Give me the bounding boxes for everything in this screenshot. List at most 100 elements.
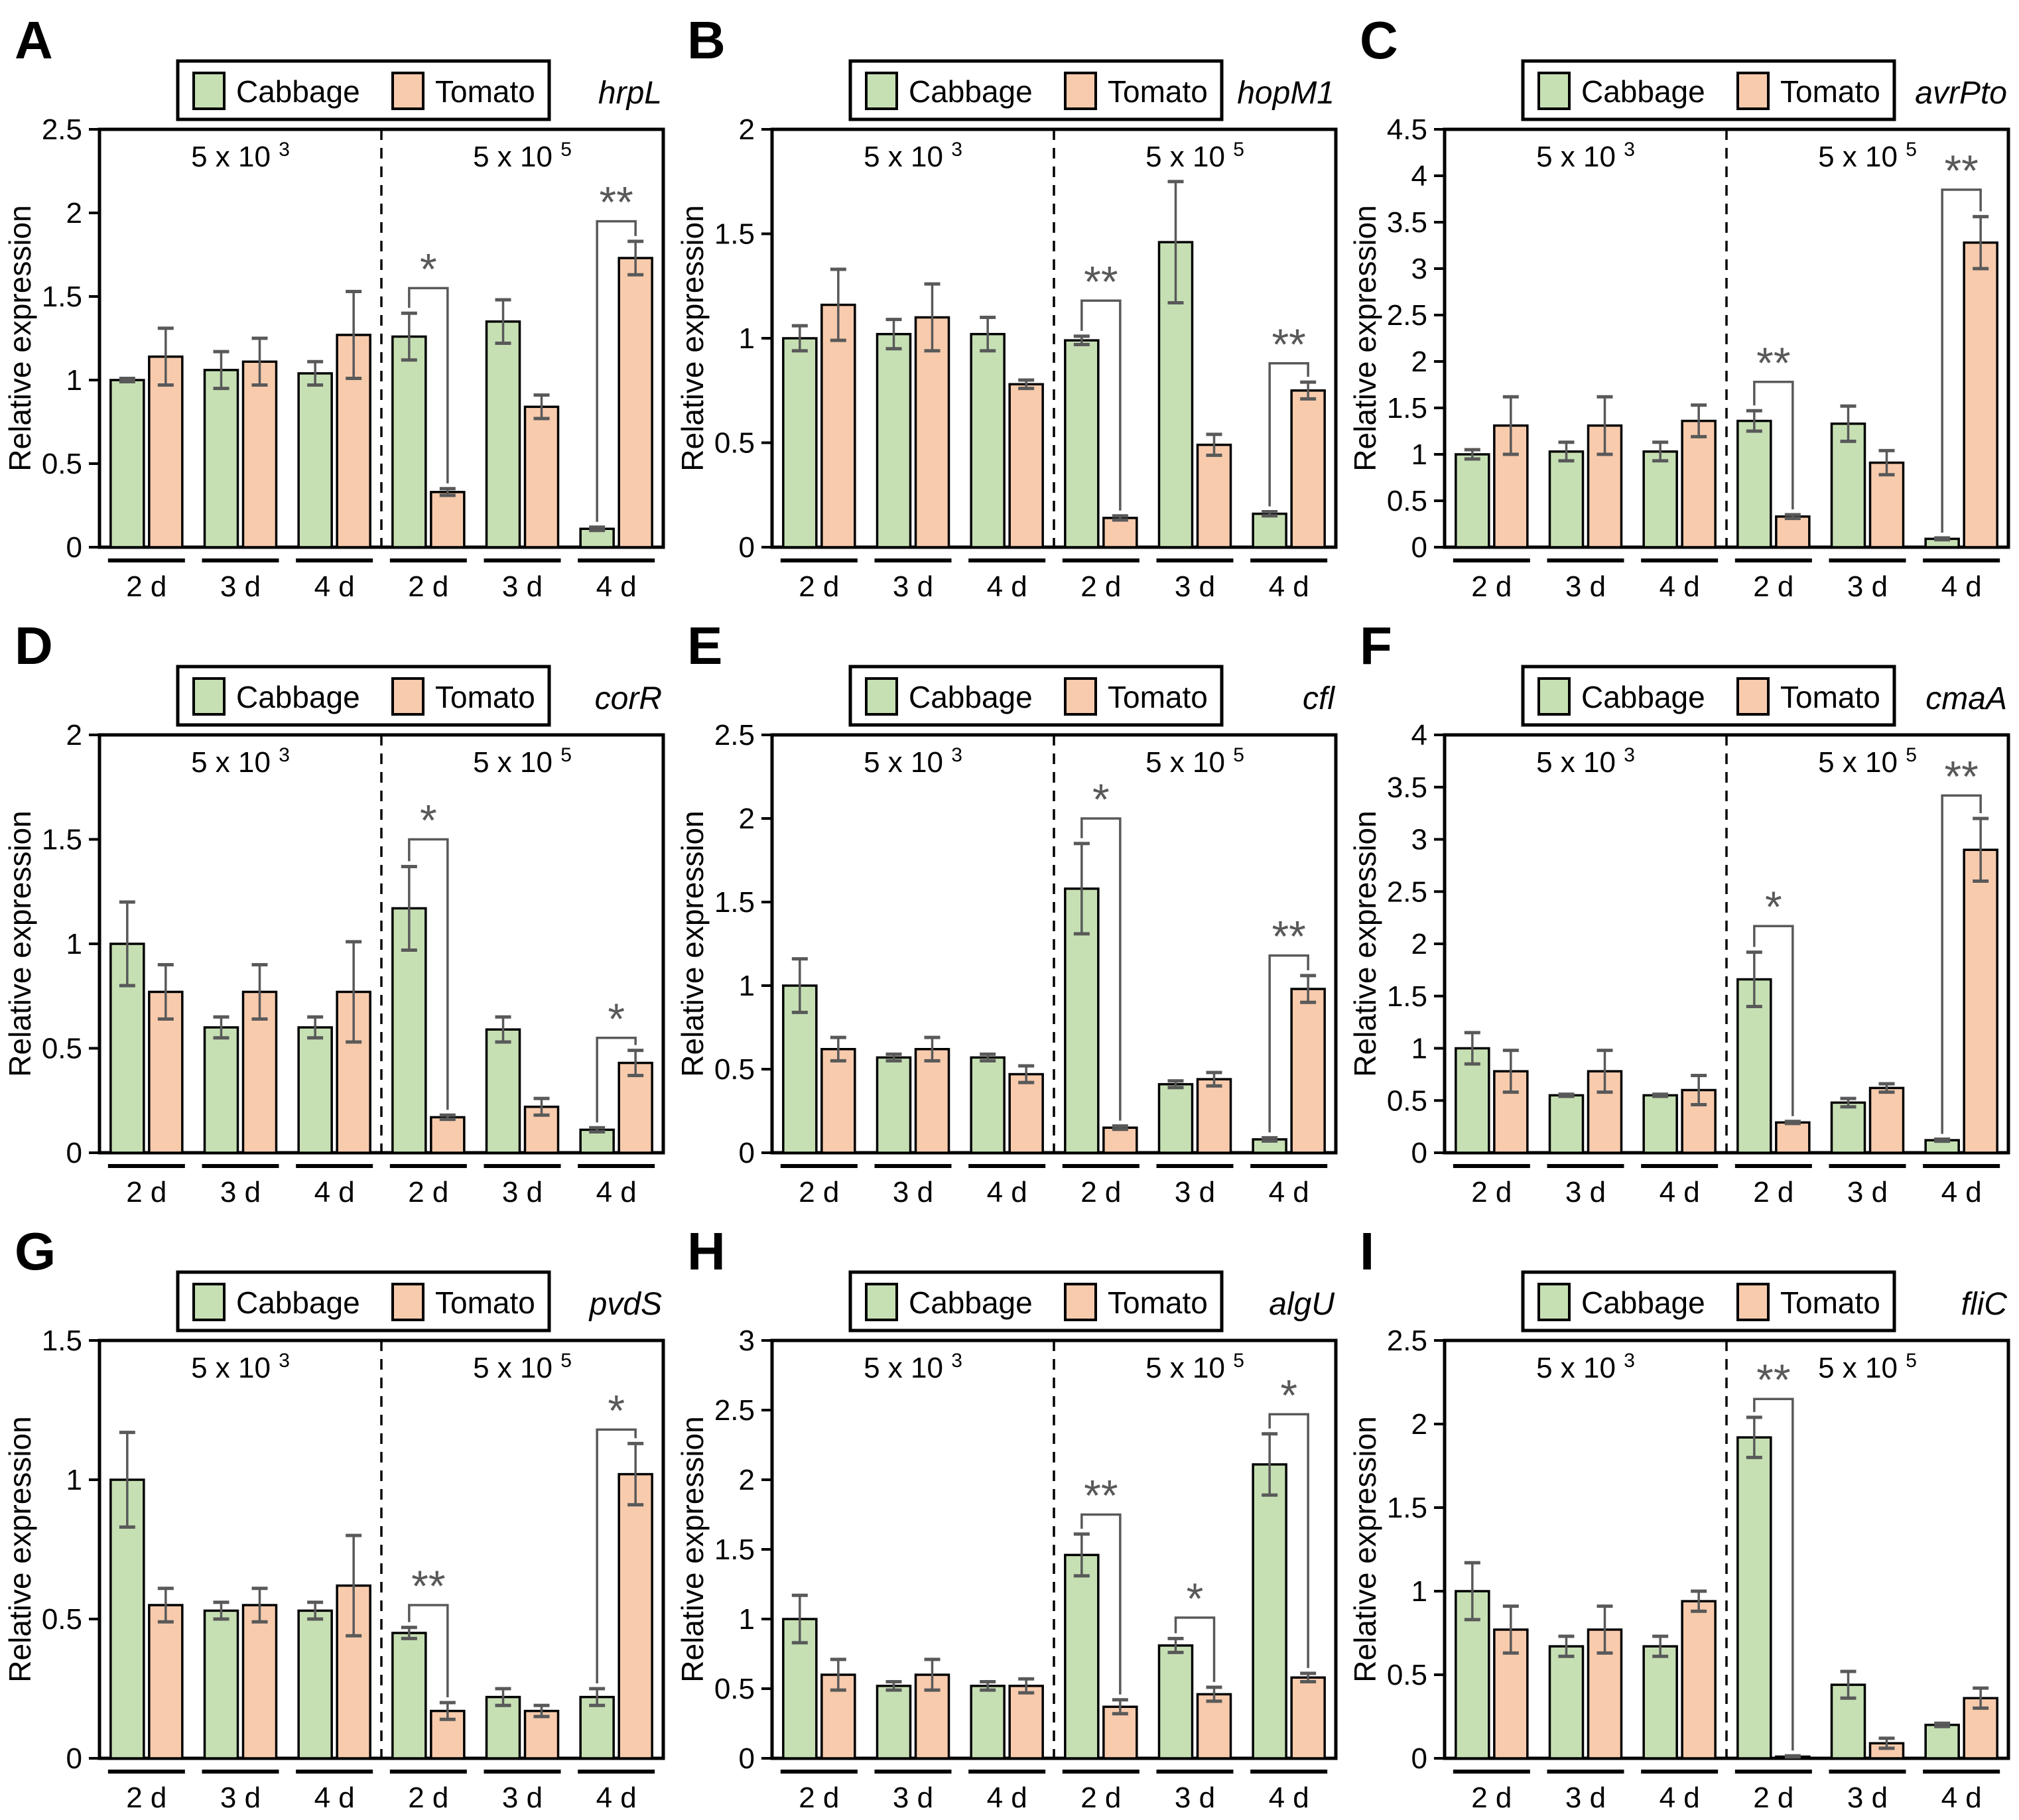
bar-cabbage-4d [970, 332, 1006, 549]
condition-label: 5 x 10 5 [473, 139, 572, 173]
y-tick-label: 1.5 [42, 824, 82, 856]
y-tick-label: 2.5 [1387, 299, 1427, 332]
legend-label-tomato: Tomato [1108, 74, 1208, 109]
bar-tomato-2d [430, 1116, 466, 1154]
panel-B: B Cabbage Tomato hopM1 Relative expression 0 0… [673, 0, 1345, 606]
panel-B-chart: B Cabbage Tomato hopM1 Relative expression 0 0… [675, 11, 1338, 603]
significance-stars: * [420, 244, 437, 293]
y-tick-label: 1.5 [42, 1325, 82, 1357]
significance-bracket [1174, 1616, 1216, 1682]
y-tick-label: 1 [1411, 1033, 1427, 1065]
bar-cabbage-3d [1157, 1082, 1194, 1154]
significance-stars: ** [1756, 1355, 1790, 1404]
y-tick-label: 0.5 [42, 1603, 82, 1636]
bar-cabbage-3d [1830, 1101, 1866, 1154]
bar-tomato-3d [1196, 443, 1232, 549]
legend-label-cabbage: Cabbage [1581, 680, 1705, 714]
legend-box [1521, 59, 1896, 121]
gene-label: pvdS [588, 1287, 662, 1322]
y-tick-label: 0 [739, 531, 755, 564]
y-tick-label: 3.5 [1387, 206, 1427, 239]
bar-tomato-4d [1681, 1088, 1717, 1154]
x-tick-label: 3 d [1847, 570, 1888, 603]
x-tick-label: 4 d [596, 1176, 637, 1208]
x-tick-label: 2 d [1080, 1176, 1121, 1208]
significance-bracket [1268, 1413, 1309, 1668]
significance-stars: ** [1084, 257, 1118, 306]
panel-C: C Cabbage Tomato avrPto Relative expression 0… [1345, 0, 2018, 606]
y-tick-label: 2 [66, 719, 82, 751]
condition-label: 5 x 10 5 [1145, 744, 1244, 779]
panel-letter: F [1360, 616, 1392, 675]
x-tick-label: 2 d [408, 570, 448, 603]
x-tick-label: 2 d [1080, 1782, 1121, 1814]
significance-stars: ** [411, 1561, 445, 1610]
y-axis-title: Relative expression [1348, 1416, 1382, 1682]
legend-swatch-tomato [391, 1283, 424, 1321]
significance-stars: ** [599, 178, 633, 227]
legend-label-tomato: Tomato [435, 680, 535, 714]
panel-G-chart: G Cabbage Tomato pvdS Relative expression 0 0.… [3, 1222, 665, 1814]
bar-cabbage-2d [1455, 1047, 1490, 1154]
condition-label: 5 x 10 3 [864, 1350, 962, 1384]
gene-label: hopM1 [1237, 76, 1335, 111]
bar-tomato-4d [618, 1472, 653, 1760]
y-tick-label: 2.5 [1387, 1325, 1427, 1357]
y-axis-title: Relative expression [675, 1416, 710, 1682]
legend-swatch-cabbage [192, 677, 226, 716]
x-tick-label: 3 d [1847, 1782, 1888, 1814]
bar-cabbage-4d [1642, 1645, 1678, 1760]
bar-tomato-2d [1493, 1070, 1529, 1154]
gene-label: cfl [1303, 681, 1335, 716]
panel-G: G Cabbage Tomato pvdS Relative expression 0 0.… [0, 1211, 673, 1817]
y-tick-label: 1.5 [714, 218, 755, 251]
x-tick-label: 2 d [1471, 1176, 1512, 1208]
x-tick-label: 4 d [987, 1782, 1027, 1814]
bar-cabbage-4d [1642, 450, 1678, 549]
bar-cabbage-3d [1548, 1094, 1585, 1154]
x-tick-label: 3 d [1565, 1176, 1606, 1208]
x-tick-label: 4 d [314, 1176, 355, 1208]
significance-stars: * [1765, 882, 1782, 931]
significance-bracket [1753, 381, 1794, 509]
bar-tomato-3d [1868, 461, 1905, 549]
bar-cabbage-3d [1157, 1644, 1194, 1760]
y-tick-label: 0.5 [714, 427, 755, 460]
y-tick-label: 1.5 [714, 886, 755, 919]
bar-tomato-2d [148, 1604, 184, 1760]
x-tick-label: 2 d [408, 1782, 448, 1814]
bar-cabbage-2d [1736, 978, 1772, 1154]
bar-tomato-4d [1008, 1072, 1044, 1154]
bar-tomato-3d [1196, 1693, 1232, 1760]
condition-label: 5 x 10 5 [1818, 139, 1917, 173]
panel-F: F Cabbage Tomato cmaA Relative expression 0 0.… [1345, 606, 2018, 1211]
y-tick-label: 2 [1411, 928, 1427, 960]
legend-label-cabbage: Cabbage [1581, 1285, 1705, 1320]
y-tick-label: 1.5 [1387, 392, 1427, 424]
x-tick-label: 3 d [1565, 570, 1606, 603]
bar-tomato-3d [241, 1604, 278, 1760]
legend-swatch-cabbage [1537, 677, 1571, 716]
significance-stars: * [420, 796, 437, 845]
y-axis-title: Relative expression [675, 205, 710, 471]
x-tick-label: 4 d [1941, 570, 1982, 603]
y-tick-label: 0 [739, 1742, 755, 1775]
bar-cabbage-4d [579, 1695, 615, 1760]
bar-cabbage-4d [1642, 1094, 1678, 1154]
bar-cabbage-4d [297, 1609, 333, 1760]
x-tick-label: 3 d [893, 1176, 933, 1208]
bar-tomato-4d [1681, 1600, 1717, 1760]
bar-tomato-4d [1963, 241, 1998, 549]
x-tick-label: 4 d [1941, 1782, 1982, 1814]
bar-tomato-3d [523, 405, 560, 549]
gene-label: corR [595, 681, 662, 716]
significance-bracket [1941, 794, 1982, 1134]
y-tick-label: 1 [1411, 1575, 1427, 1608]
x-tick-label: 2 d [126, 1782, 166, 1814]
panel-A: A Cabbage Tomato hrpL Relative expression 0 0.… [0, 0, 673, 606]
condition-label: 5 x 10 5 [1145, 139, 1244, 173]
legend-label-cabbage: Cabbage [236, 680, 360, 714]
significance-stars: * [608, 1386, 625, 1435]
bar-tomato-4d [1290, 389, 1326, 549]
condition-label: 5 x 10 3 [1536, 139, 1635, 173]
